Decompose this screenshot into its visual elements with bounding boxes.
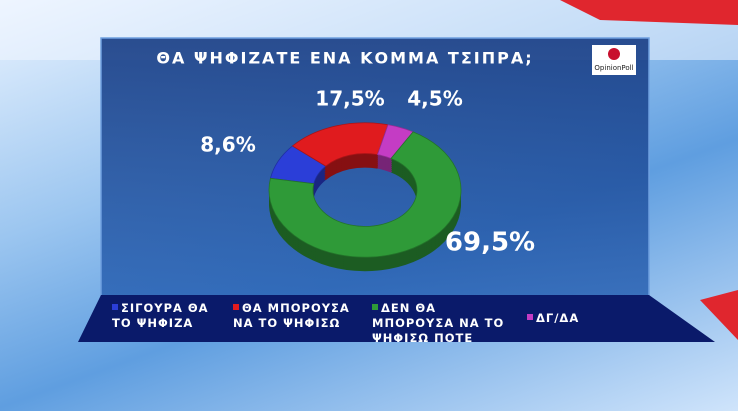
logo-icon: [608, 48, 620, 60]
value-label: 8,6%: [200, 133, 255, 157]
legend-label: ΣΙΓΟΥΡΑ ΘΑ ΤΟ ΨΗΦΙΖΑ: [112, 301, 209, 330]
logo: OpinionPoll: [594, 64, 633, 72]
bg-shape: [560, 0, 738, 25]
legend-swatch: [233, 304, 239, 310]
legend-swatch: [527, 314, 533, 320]
legend-item: ΔΕΝ ΘΑ ΜΠΟΡΟΥΣΑ ΝΑ ΤΟ ΨΗΦΙΣΩ ΠΟΤΕ: [372, 301, 522, 345]
legend-label: ΔΕΝ ΘΑ ΜΠΟΡΟΥΣΑ ΝΑ ΤΟ ΨΗΦΙΣΩ ΠΟΤΕ: [372, 301, 505, 345]
legend-item: ΣΙΓΟΥΡΑ ΘΑ ΤΟ ΨΗΦΙΖΑ: [112, 301, 222, 341]
slice: [268, 131, 462, 258]
value-label: 69,5%: [445, 228, 535, 258]
legend-item: ΔΓ/ΔΑ: [527, 311, 617, 351]
chart-title: ΘΑ ΨΗΦΙΖΑΤΕ ΕΝΑ ΚΟΜΜΑ ΤΣΙΠΡΑ;: [156, 49, 533, 68]
legend-label: ΘΑ ΜΠΟΡΟΥΣΑ ΝΑ ΤΟ ΨΗΦΙΣΩ: [233, 301, 350, 330]
value-label: 4,5%: [407, 87, 462, 111]
value-label: 17,5%: [315, 87, 384, 111]
bg-shape: [700, 290, 738, 340]
legend-item: ΘΑ ΜΠΟΡΟΥΣΑ ΝΑ ΤΟ ΨΗΦΙΣΩ: [233, 301, 363, 341]
legend-swatch: [112, 304, 118, 310]
legend-swatch: [372, 304, 378, 310]
legend-label: ΔΓ/ΔΑ: [536, 311, 580, 325]
